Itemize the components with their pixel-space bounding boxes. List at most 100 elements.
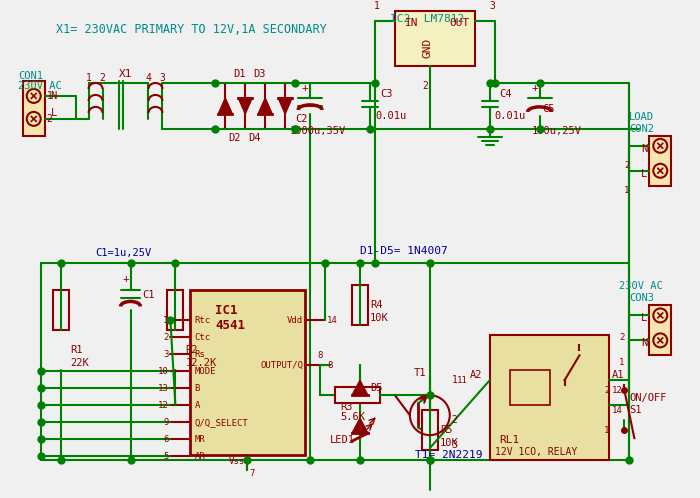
Text: T1= 2N2219: T1= 2N2219 (415, 450, 482, 460)
Text: 12: 12 (158, 401, 169, 410)
Text: A2: A2 (470, 371, 482, 380)
Text: N: N (641, 338, 648, 349)
Text: 4541: 4541 (216, 319, 245, 332)
Text: 14: 14 (611, 406, 622, 415)
Text: C2: C2 (295, 114, 307, 124)
Text: 12: 12 (611, 386, 622, 395)
Text: Rs: Rs (195, 350, 205, 359)
Text: D1: D1 (233, 69, 246, 79)
Text: LED1: LED1 (330, 435, 355, 445)
Text: RL1: RL1 (500, 435, 520, 445)
Text: A1: A1 (611, 371, 624, 380)
Text: 2: 2 (624, 161, 629, 170)
Polygon shape (278, 98, 292, 114)
Text: 1: 1 (604, 426, 610, 435)
FancyBboxPatch shape (352, 285, 368, 325)
Text: 230V AC: 230V AC (620, 281, 663, 291)
Text: D5: D5 (370, 383, 382, 393)
Text: 2: 2 (163, 333, 169, 342)
FancyBboxPatch shape (650, 305, 671, 356)
Text: IC2  LM7812: IC2 LM7812 (390, 14, 464, 24)
Text: 2: 2 (452, 415, 458, 425)
Text: 13: 13 (158, 384, 169, 393)
Text: 12.2K: 12.2K (186, 359, 216, 369)
Text: 14: 14 (327, 316, 338, 325)
Text: X1: X1 (119, 69, 132, 79)
Text: B: B (195, 384, 200, 393)
Text: LOAD: LOAD (629, 112, 654, 122)
Text: MR: MR (195, 435, 205, 444)
Text: 7: 7 (249, 469, 255, 478)
FancyBboxPatch shape (23, 81, 45, 136)
Text: 5.6K: 5.6K (340, 412, 365, 422)
Text: R2: R2 (186, 345, 198, 356)
Text: 6: 6 (163, 435, 169, 444)
Text: 2: 2 (619, 333, 624, 342)
Text: 2: 2 (604, 386, 610, 395)
Text: C3: C3 (380, 89, 393, 99)
FancyBboxPatch shape (490, 335, 610, 460)
Text: Rtc: Rtc (195, 316, 211, 325)
FancyBboxPatch shape (190, 290, 305, 455)
Text: AR: AR (195, 452, 205, 461)
Text: 0.01u: 0.01u (495, 111, 526, 121)
Text: R4: R4 (370, 300, 382, 310)
Polygon shape (238, 98, 252, 114)
Text: L: L (50, 108, 57, 118)
Text: 2: 2 (99, 73, 106, 83)
Text: 1: 1 (452, 375, 458, 385)
Text: 1: 1 (374, 1, 380, 11)
Text: 11: 11 (457, 376, 468, 385)
Text: N: N (50, 91, 57, 101)
Text: OUTPUT/Q: OUTPUT/Q (260, 361, 303, 370)
Text: 1000u,35V: 1000u,35V (290, 126, 346, 136)
Text: Vdd: Vdd (287, 316, 303, 325)
FancyBboxPatch shape (335, 387, 380, 403)
Text: D3: D3 (253, 69, 266, 79)
Text: 2: 2 (422, 81, 428, 91)
Text: D4: D4 (248, 133, 260, 143)
Text: 10: 10 (158, 367, 169, 376)
Text: 230V AC: 230V AC (18, 81, 62, 91)
Text: IN: IN (405, 18, 419, 28)
Text: L: L (641, 313, 648, 323)
Text: 1: 1 (163, 316, 169, 325)
Text: S1: S1 (629, 405, 642, 415)
FancyBboxPatch shape (395, 11, 475, 66)
Text: 3: 3 (160, 73, 165, 83)
Text: 10K: 10K (370, 313, 388, 323)
Text: +: + (302, 83, 309, 93)
Text: GND: GND (423, 38, 433, 58)
Text: C4: C4 (500, 89, 512, 99)
Text: N: N (641, 144, 648, 154)
Text: 22K: 22K (71, 359, 90, 369)
Text: Ctc: Ctc (195, 333, 211, 342)
FancyBboxPatch shape (167, 290, 183, 330)
Text: R3: R3 (340, 402, 353, 412)
Text: 1: 1 (85, 73, 92, 83)
Text: 4: 4 (146, 73, 151, 83)
FancyBboxPatch shape (52, 290, 69, 330)
Text: C5: C5 (542, 104, 555, 114)
Text: X1= 230VAC PRIMARY TO 12V,1A SECONDARY: X1= 230VAC PRIMARY TO 12V,1A SECONDARY (56, 22, 326, 35)
Text: 5: 5 (163, 452, 169, 461)
Polygon shape (258, 98, 272, 114)
Text: L: L (641, 169, 648, 179)
Text: 1: 1 (619, 358, 624, 367)
Text: MODE: MODE (195, 367, 216, 376)
Text: R1: R1 (71, 345, 83, 356)
Text: 2: 2 (47, 114, 52, 124)
Text: +: + (122, 273, 129, 283)
Text: ON/OFF: ON/OFF (629, 393, 667, 403)
FancyBboxPatch shape (650, 136, 671, 186)
Text: IC1: IC1 (216, 304, 238, 317)
Text: R5: R5 (440, 425, 452, 435)
Text: CON3: CON3 (629, 293, 654, 303)
Text: D1-D5= 1N4007: D1-D5= 1N4007 (360, 246, 448, 255)
Text: 3: 3 (490, 1, 496, 11)
Text: D2: D2 (228, 133, 241, 143)
Text: CON2: CON2 (629, 124, 654, 134)
Text: C1: C1 (143, 290, 155, 300)
FancyBboxPatch shape (422, 410, 438, 450)
Polygon shape (352, 380, 368, 395)
